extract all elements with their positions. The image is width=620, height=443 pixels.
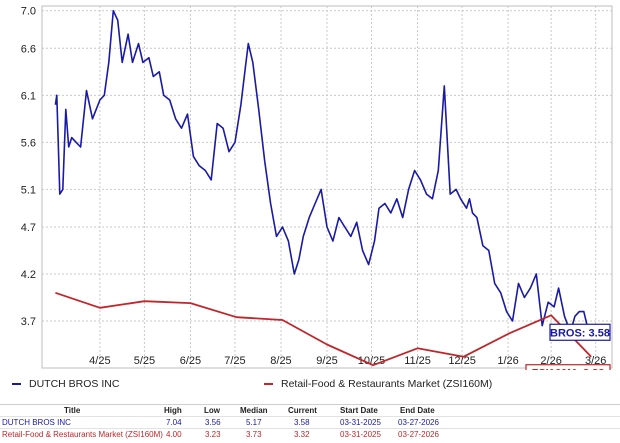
y-tick-label: 4.7	[21, 222, 36, 234]
x-tick-label: 3/26	[585, 355, 606, 367]
callout-box-bros	[549, 323, 611, 341]
y-tick-label: 3.7	[21, 316, 36, 328]
x-tick-label: 7/25	[224, 355, 245, 367]
stats-high-bros: 7.04	[166, 418, 182, 427]
stats-median-bros: 5.17	[246, 418, 262, 427]
stats-title-zsi: Retail-Food & Restaurants Market (ZSI160…	[2, 430, 163, 439]
series-line-bros	[54, 9, 592, 334]
x-tick-label: 11/25	[404, 355, 431, 367]
stats-end-zsi: 03-27-2026	[398, 430, 439, 439]
legend: DUTCH BROS INC Retail-Food & Restaurants…	[0, 374, 620, 394]
y-tick-label: 7.0	[21, 6, 36, 18]
callout-label-zsi: ZSI160M: 3.32	[532, 368, 605, 370]
legend-item-bros: DUTCH BROS INC	[12, 378, 119, 390]
stats-start-bros: 03-31-2025	[340, 418, 381, 427]
grid	[41, 5, 613, 369]
stats-low-bros: 3.56	[205, 418, 221, 427]
y-axis: 3.7 4.2 4.7 5.1 5.6 6.1 6.6 7.0	[21, 6, 36, 328]
y-tick-label: 5.1	[21, 184, 36, 196]
x-tick-label: 2/26	[540, 355, 561, 367]
y-tick-label: 6.1	[21, 90, 36, 102]
stats-header-low: Low	[204, 406, 220, 415]
x-tick-label: 8/25	[270, 355, 291, 367]
stats-header-median: Median	[240, 406, 268, 415]
legend-label-zsi: Retail-Food & Restaurants Market (ZSI160…	[281, 378, 493, 390]
stats-high-zsi: 4.00	[166, 430, 182, 439]
y-tick-label: 6.6	[21, 43, 36, 55]
y-tick-label: 5.6	[21, 137, 36, 149]
x-tick-label: 5/25	[134, 355, 155, 367]
stats-row-zsi: Retail-Food & Restaurants Market (ZSI160…	[0, 428, 620, 440]
stats-end-bros: 03-27-2026	[398, 418, 439, 427]
stats-header-high: High	[164, 406, 182, 415]
legend-label-bros: DUTCH BROS INC	[29, 378, 120, 390]
stats-header-start: Start Date	[340, 406, 378, 415]
legend-item-zsi: Retail-Food & Restaurants Market (ZSI160…	[264, 378, 492, 390]
series-lines	[54, 9, 592, 367]
stats-header-end: End Date	[400, 406, 435, 415]
y-tick-label: 4.2	[21, 269, 36, 281]
stats-median-zsi: 3.73	[246, 430, 262, 439]
x-tick-label: 4/25	[89, 355, 110, 367]
stats-title-bros: DUTCH BROS INC	[2, 418, 71, 427]
value-callouts: BROS: 3.58 ZSI160M: 3.32	[525, 323, 611, 370]
legend-swatch-bros	[12, 383, 21, 386]
stats-current-bros: 3.58	[294, 418, 310, 427]
stats-low-zsi: 3.23	[205, 430, 221, 439]
x-tick-label: 9/25	[316, 355, 337, 367]
x-tick-label: 6/25	[180, 355, 201, 367]
stats-row-bros: DUTCH BROS INC 7.04 3.56 5.17 3.58 03-31…	[0, 416, 620, 428]
line-chart: 3.7 4.2 4.7 5.1 5.6 6.1 6.6 7.0 4/25 5/25 6/25 7/2…	[21, 5, 613, 370]
x-tick-label: 12/25	[448, 355, 476, 367]
x-tick-label: 1/26	[497, 355, 518, 367]
stats-start-zsi: 03-31-2025	[340, 430, 381, 439]
legend-swatch-zsi	[264, 383, 273, 386]
stats-current-zsi: 3.32	[294, 430, 310, 439]
callout-label-bros: BROS: 3.58	[550, 327, 610, 339]
series-line-zsi	[55, 291, 592, 367]
stats-header-current: Current	[288, 406, 317, 415]
callout-box-zsi	[525, 364, 611, 370]
stats-header-row: Title High Low Median Current Start Date…	[0, 405, 620, 416]
stats-header-title: Title	[64, 406, 81, 415]
stats-table: Title High Low Median Current Start Date…	[0, 404, 620, 440]
